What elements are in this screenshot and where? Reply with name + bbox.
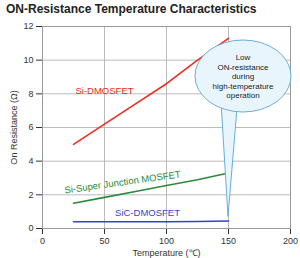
svg-text:100: 100 bbox=[159, 236, 174, 246]
svg-text:0: 0 bbox=[40, 236, 45, 246]
svg-text:Si-Super Junction MOSFET: Si-Super Junction MOSFET bbox=[64, 168, 182, 195]
svg-text:12: 12 bbox=[23, 21, 33, 31]
svg-text:10: 10 bbox=[23, 55, 33, 65]
svg-text:150: 150 bbox=[221, 236, 236, 246]
svg-text:On Resistance (Ω): On Resistance (Ω) bbox=[9, 90, 19, 164]
svg-text:0: 0 bbox=[28, 223, 33, 233]
svg-text:Temperature (℃): Temperature (℃) bbox=[132, 248, 200, 258]
svg-text:8: 8 bbox=[28, 89, 33, 99]
html-text:ON-Resistance Temperature Char: ON-Resistance Temperature Characteristic… bbox=[6, 2, 257, 16]
svg-text:SiC-DMOSFET: SiC-DMOSFET bbox=[115, 207, 180, 218]
svg-text:4: 4 bbox=[28, 156, 33, 166]
svg-text:Si-DMOSFET: Si-DMOSFET bbox=[75, 85, 133, 96]
svg-text:50: 50 bbox=[99, 236, 109, 246]
svg-text:200: 200 bbox=[283, 236, 298, 246]
svg-text:LowON-resistanceduringhigh-tem: LowON-resistanceduringhigh-temperatureop… bbox=[213, 53, 274, 100]
svg-text:2: 2 bbox=[28, 190, 33, 200]
svg-text:6: 6 bbox=[28, 122, 33, 132]
